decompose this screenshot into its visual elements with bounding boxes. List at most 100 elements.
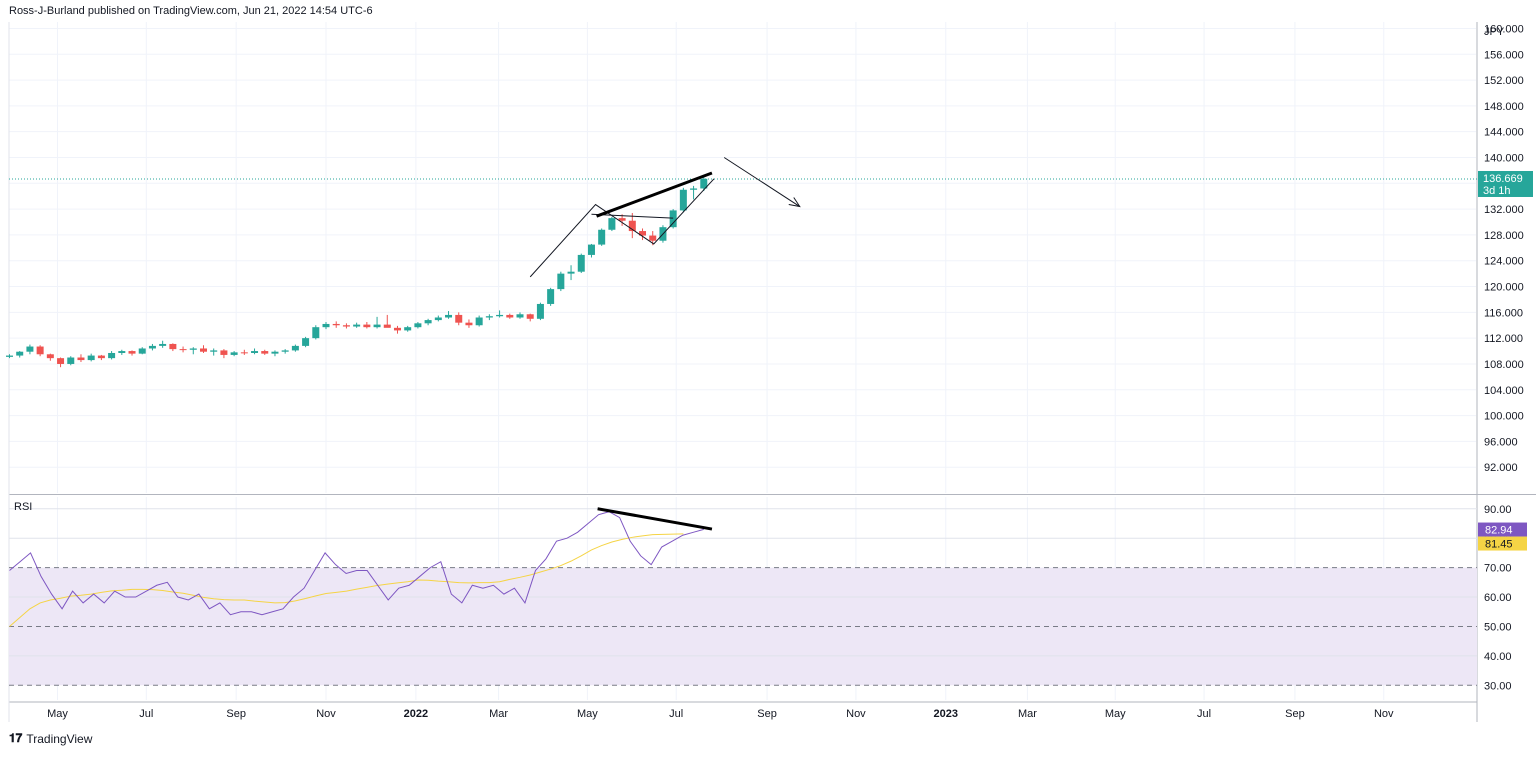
candle-up[interactable] [536, 303, 544, 319]
candle-down[interactable] [46, 354, 54, 359]
candle-down[interactable] [649, 235, 657, 241]
candle-up[interactable] [189, 348, 197, 350]
rsi-divergence-line[interactable] [597, 507, 713, 531]
price-tick-label: 120.000 [1484, 282, 1524, 294]
candle-up[interactable] [312, 327, 320, 339]
candle-up[interactable] [148, 345, 156, 349]
candle-down[interactable] [639, 231, 647, 236]
candle-down[interactable] [506, 314, 514, 318]
candle-up[interactable] [251, 351, 259, 353]
candle-up[interactable] [322, 323, 330, 328]
rsi-title: RSI [14, 501, 32, 513]
time-tick-label: May [577, 708, 598, 720]
candle-up[interactable] [557, 273, 565, 290]
candle-down[interactable] [628, 220, 636, 232]
time-tick-label: Jul [669, 708, 683, 720]
candle-up[interactable] [577, 254, 585, 272]
candle-up[interactable] [291, 345, 299, 351]
candle-up[interactable] [679, 189, 687, 211]
candle-up[interactable] [547, 289, 555, 304]
time-tick-label: Mar [1018, 708, 1037, 720]
candle-up[interactable] [159, 343, 167, 346]
candle-up[interactable] [210, 350, 218, 352]
candle-up[interactable] [445, 314, 453, 318]
candle-down[interactable] [465, 322, 473, 326]
candle-up[interactable] [118, 351, 126, 353]
candle-up[interactable] [669, 210, 677, 228]
candle-down[interactable] [332, 323, 340, 326]
candle-up[interactable] [424, 320, 432, 324]
candle-up[interactable] [496, 314, 504, 317]
candle-down[interactable] [342, 325, 350, 327]
rsi-ma-line [9, 533, 684, 627]
price-tick-label: 160.000 [1484, 23, 1524, 35]
candle-up[interactable] [373, 324, 381, 328]
candle-up[interactable] [271, 351, 279, 354]
candle-down[interactable] [36, 346, 44, 355]
candle-down[interactable] [618, 218, 626, 221]
candle-down[interactable] [199, 348, 207, 352]
candle-down[interactable] [169, 343, 177, 350]
candle-up[interactable] [434, 317, 442, 321]
price-tick-label: 104.000 [1484, 385, 1524, 397]
tradingview-brand[interactable]: 𝟏𝟕 TradingView [9, 731, 92, 746]
candle-up[interactable] [485, 316, 493, 318]
candle-down[interactable] [57, 358, 65, 364]
trend-line[interactable] [596, 171, 713, 218]
candle-up[interactable] [26, 346, 34, 352]
candle-down[interactable] [97, 355, 105, 359]
candle-up[interactable] [67, 357, 75, 364]
time-tick-label: Sep [1285, 708, 1305, 720]
candle-up[interactable] [281, 350, 289, 352]
time-tick-label: May [1105, 708, 1126, 720]
candle-down[interactable] [455, 314, 463, 323]
candle-down[interactable] [128, 351, 136, 354]
candle-down[interactable] [261, 351, 269, 354]
candle-down[interactable] [526, 314, 534, 319]
candle-up[interactable] [87, 355, 95, 361]
pattern-line[interactable] [591, 213, 674, 219]
candle-up[interactable] [6, 355, 13, 357]
rsi-tick-label: 40.00 [1484, 651, 1512, 663]
time-tick-label: Sep [757, 708, 777, 720]
price-tick-label: 144.000 [1484, 127, 1524, 139]
candle-up[interactable] [608, 218, 616, 230]
time-tick-label: May [47, 708, 68, 720]
candle-up[interactable] [230, 352, 238, 355]
price-tick-label: 140.000 [1484, 152, 1524, 164]
candle-up[interactable] [598, 229, 606, 245]
candle-down[interactable] [240, 352, 248, 354]
time-tick-label: Sep [226, 708, 246, 720]
candle-down[interactable] [383, 324, 391, 328]
candle-up[interactable] [414, 323, 422, 328]
candle-up[interactable] [700, 178, 708, 189]
candle-down[interactable] [363, 324, 371, 328]
rsi-tick-label: 50.00 [1484, 621, 1512, 633]
candles [6, 177, 708, 368]
candle-up[interactable] [690, 188, 698, 190]
candle-down[interactable] [77, 357, 85, 361]
candle-up[interactable] [108, 352, 116, 359]
candle-down[interactable] [220, 350, 228, 355]
pattern-line[interactable] [529, 178, 715, 278]
price-tick-label: 124.000 [1484, 256, 1524, 268]
candle-up[interactable] [16, 351, 24, 356]
candle-up[interactable] [404, 327, 412, 331]
candle-up[interactable] [587, 244, 595, 255]
candle-up[interactable] [302, 338, 310, 346]
candle-up[interactable] [138, 348, 146, 354]
candle-up[interactable] [353, 324, 361, 327]
candle-up[interactable] [475, 317, 483, 326]
candle-up[interactable] [516, 314, 524, 318]
brand-label: TradingView [26, 731, 93, 746]
rsi-last-value: 82.94 [1485, 525, 1513, 537]
last-price-badge [1478, 170, 1533, 197]
candle-down[interactable] [393, 327, 401, 331]
pattern-line[interactable] [723, 157, 801, 207]
rsi-ma-last-badge [1478, 536, 1527, 551]
candle-down[interactable] [179, 349, 187, 351]
candle-up[interactable] [567, 271, 575, 274]
rsi-line [9, 511, 704, 616]
